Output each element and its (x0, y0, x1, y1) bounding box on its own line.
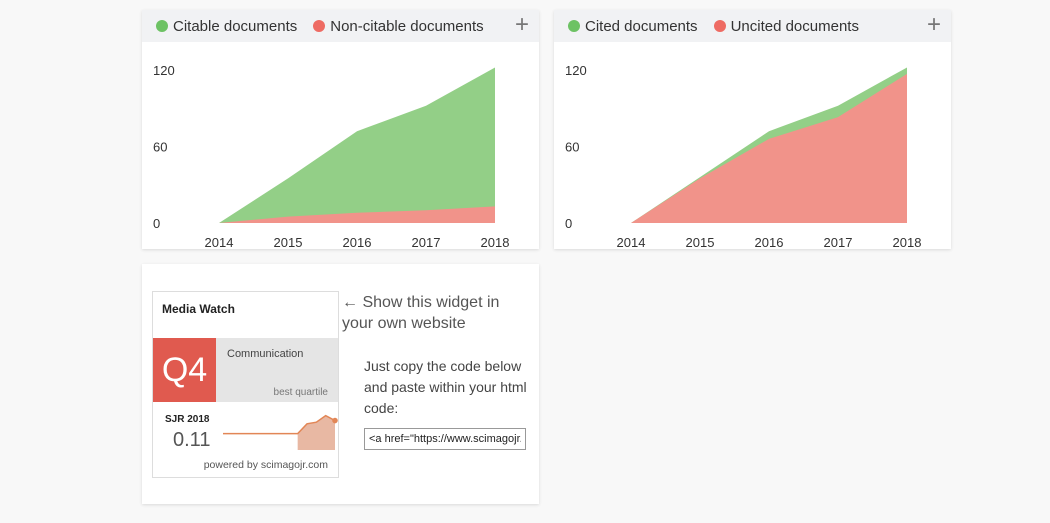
x-tick-label: 2016 (343, 235, 372, 249)
series-area-0 (219, 67, 495, 223)
x-tick-label: 2014 (205, 235, 234, 249)
copy-instructions: Just copy the code below and paste withi… (364, 358, 527, 416)
x-tick-label: 2016 (755, 235, 784, 249)
legend-dot-icon (313, 20, 326, 32)
sjr-widget[interactable]: Media Watch Q4 Communication best quarti… (152, 291, 339, 478)
x-tick-label: 2015 (274, 235, 303, 249)
x-tick-label: 2014 (617, 235, 646, 249)
x-tick-label: 2018 (893, 235, 922, 249)
category-name: Communication (227, 348, 304, 360)
sjr-year-label: SJR 2018 (165, 414, 210, 425)
cited-documents-chart-card: Cited documents Uncited documents + 0 60 1… (554, 10, 951, 249)
legend-dot-icon (156, 20, 168, 32)
legend-label: Non-citable documents (330, 17, 484, 35)
sjr-sparkline (223, 414, 338, 450)
series-area-1 (631, 73, 907, 223)
series-area-1 (219, 206, 495, 223)
x-tick-label: 2017 (824, 235, 853, 249)
widget-card: Media Watch Q4 Communication best quarti… (142, 264, 539, 504)
quartile-badge: Q4 (153, 338, 216, 402)
legend-item-cited[interactable]: Cited documents (568, 18, 698, 35)
legend-item-uncited[interactable]: Uncited documents (713, 17, 859, 35)
plus-icon[interactable]: + (514, 11, 529, 38)
y-tick-label: 60 (153, 140, 167, 155)
sparkline-end-point (332, 417, 338, 424)
x-tick-label: 2017 (412, 235, 441, 249)
y-tick-label: 0 (153, 216, 160, 231)
area-chart: 0 60 120 2014 2015 2016 2017 2018 (153, 63, 510, 249)
powered-by-label: powered by scimagojr.com (203, 459, 328, 471)
sparkline-line (223, 414, 336, 435)
legend-dot-icon (568, 20, 580, 32)
legend-label: Cited documents (585, 17, 698, 35)
chart-legend: Citable documents Non-citable documents (142, 10, 539, 42)
embed-code-input[interactable] (364, 428, 526, 450)
journal-title: Media Watch (162, 302, 235, 316)
chart-legend: Cited documents Uncited documents (554, 10, 951, 42)
legend-label: Uncited documents (730, 17, 859, 35)
citable-documents-chart-card: Citable documents Non-citable documents … (142, 10, 539, 249)
legend-label: Citable documents (173, 17, 298, 35)
legend-dot-icon (713, 20, 726, 32)
y-tick-label: 120 (565, 63, 587, 78)
x-tick-label: 2018 (481, 235, 510, 249)
category-box: Communication best quartile (216, 338, 338, 402)
area-chart: 0 60 120 2014 2015 2016 2017 2018 (565, 63, 922, 249)
y-tick-label: 0 (565, 216, 572, 231)
sjr-value: 0.11 (173, 429, 211, 451)
best-quartile-label: best quartile (273, 387, 328, 398)
y-tick-label: 120 (153, 63, 175, 78)
y-tick-label: 60 (565, 140, 579, 155)
x-tick-label: 2015 (686, 235, 715, 249)
legend-item-citable[interactable]: Citable documents (156, 18, 297, 35)
show-widget-text: ← Show this widget in your own website (342, 294, 500, 332)
legend-item-non-citable[interactable]: Non-citable documents (313, 17, 484, 35)
plus-icon[interactable]: + (926, 11, 941, 38)
sparkline-fill (297, 415, 335, 450)
